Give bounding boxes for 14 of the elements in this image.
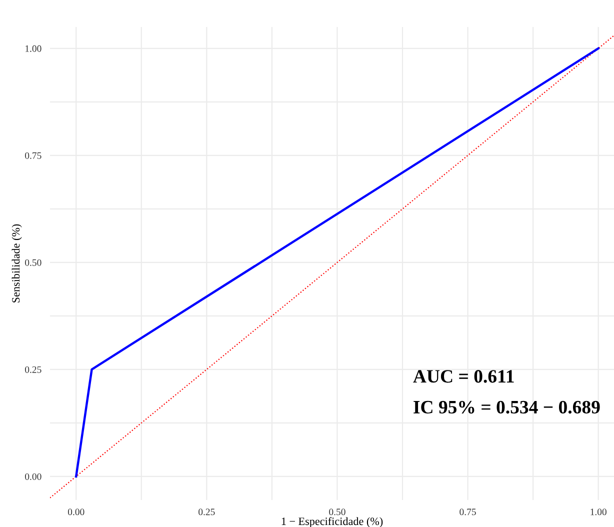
y-tick-label: 1.00 bbox=[26, 45, 42, 52]
x-tick-label: 0.25 bbox=[198, 508, 215, 516]
annotation: AUC = 0.611 bbox=[413, 370, 514, 383]
x-axis-title: 1 − Especificidade (%) bbox=[282, 517, 383, 527]
x-tick-label: 0.50 bbox=[329, 508, 346, 516]
y-tick-label: 0.25 bbox=[25, 366, 42, 373]
x-tick-label: 0.75 bbox=[460, 508, 476, 516]
x-tick-label: 0.00 bbox=[68, 508, 84, 516]
y-axis-title: Sensibilidade (%) bbox=[12, 224, 22, 302]
y-tick-label: 0.50 bbox=[25, 259, 42, 266]
y-tick-label: 0.00 bbox=[25, 473, 42, 480]
y-tick-label: 0.75 bbox=[25, 152, 42, 159]
x-tick-label: 1.00 bbox=[590, 508, 606, 516]
annotation: IC 95% = 0.534 − 0.689 bbox=[414, 400, 600, 414]
